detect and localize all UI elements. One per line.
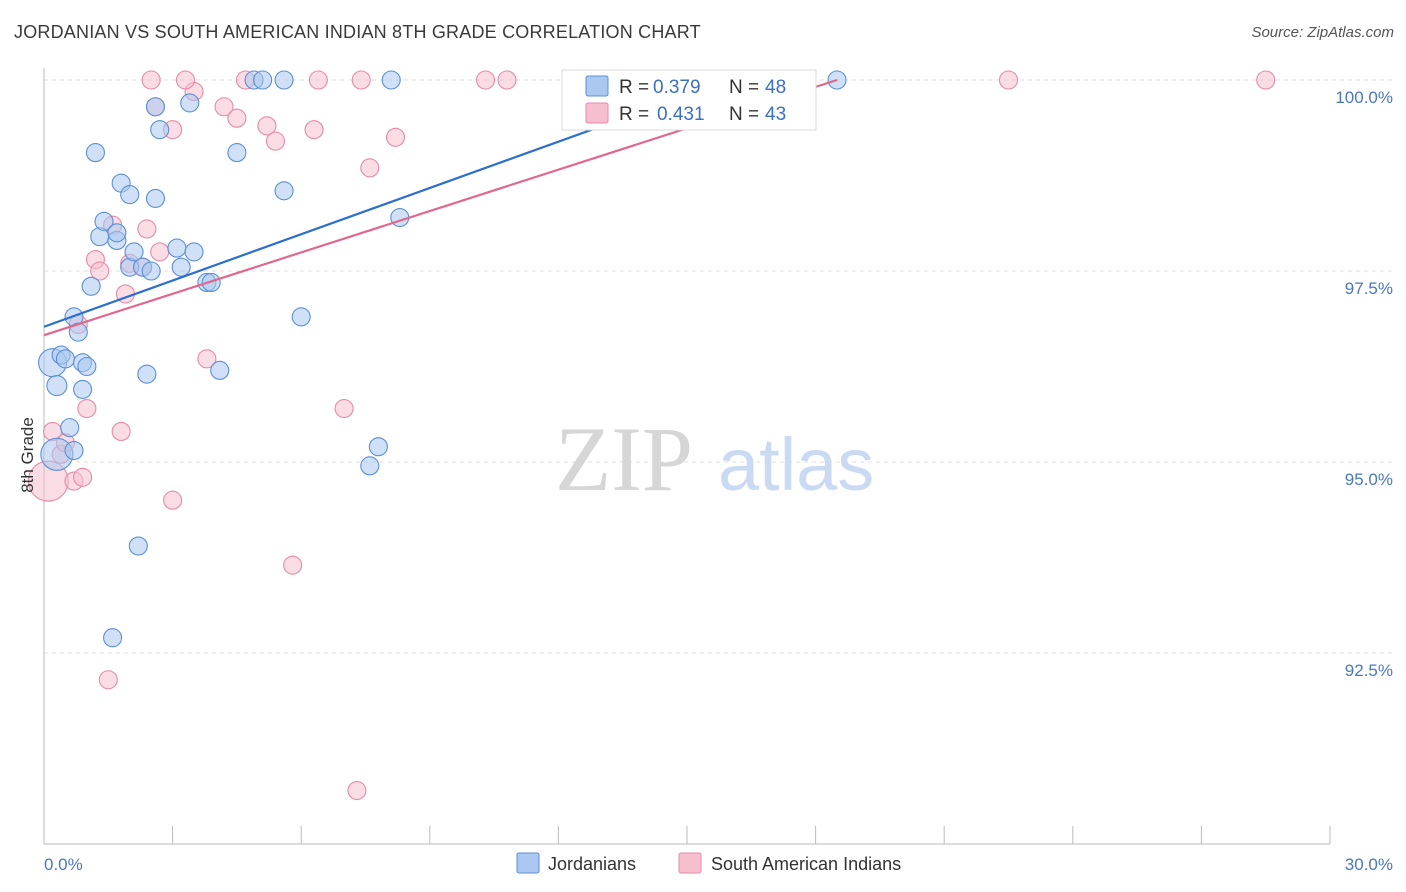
point-south-american-indians: [150, 242, 170, 262]
legend-n-value-1: 48: [765, 77, 786, 98]
point-jordanians: [381, 70, 401, 90]
point-south-american-indians: [175, 70, 196, 90]
point-south-american-indians: [360, 158, 380, 178]
point-jordanians: [360, 456, 380, 476]
bottom-legend-swatch-sai: [678, 852, 702, 874]
point-jordanians: [180, 93, 200, 113]
legend-swatch-jordanians: [585, 75, 609, 97]
point-jordanians: [107, 223, 127, 243]
x-tick-label-max: 30.0%: [1345, 855, 1393, 874]
point-jordanians: [85, 143, 105, 163]
x-tick-label-min: 0.0%: [44, 855, 83, 874]
point-south-american-indians: [497, 70, 517, 90]
chart-title: JORDANIAN VS SOUTH AMERICAN INDIAN 8TH G…: [14, 22, 701, 42]
point-south-american-indians: [1256, 70, 1276, 90]
point-jordanians: [253, 70, 273, 90]
point-jordanians: [368, 437, 388, 457]
point-jordanians: [124, 242, 144, 262]
point-south-american-indians: [141, 70, 161, 90]
point-jordanians: [167, 238, 187, 258]
point-jordanians: [145, 97, 166, 117]
point-south-american-indians: [257, 116, 277, 136]
point-south-american-indians: [304, 120, 324, 140]
point-jordanians: [145, 188, 166, 208]
point-south-american-indians: [385, 127, 406, 147]
point-jordanians: [184, 242, 204, 262]
point-jordanians: [128, 536, 148, 556]
point-south-american-indians: [351, 70, 371, 90]
x-tick-labels: 0.0% 30.0%: [44, 855, 1393, 874]
point-south-american-indians: [214, 97, 234, 117]
point-jordanians: [94, 211, 114, 231]
series-south-american-indians: [27, 70, 1276, 801]
bottom-legend: Jordanians South American Indians: [516, 852, 901, 874]
point-south-american-indians: [73, 467, 93, 487]
point-jordanians: [227, 143, 247, 163]
point-south-american-indians: [308, 70, 328, 90]
point-jordanians: [64, 440, 84, 461]
point-jordanians: [150, 120, 170, 140]
y-tick-label: 97.5%: [1345, 279, 1393, 298]
point-jordanians: [210, 360, 230, 380]
point-jordanians: [274, 70, 294, 90]
watermark-zip: ZIP: [555, 408, 693, 510]
point-south-american-indians: [998, 70, 1019, 90]
watermark-atlas: atlas: [718, 423, 874, 506]
legend-r-label-2: R =: [619, 104, 649, 125]
legend-r-label-1: R =: [619, 77, 649, 98]
y-tick-label: 95.0%: [1345, 470, 1393, 489]
point-jordanians: [77, 356, 97, 377]
legend-n-value-2: 43: [765, 104, 786, 125]
point-jordanians: [103, 628, 123, 648]
grid-lines: [44, 79, 1395, 654]
point-jordanians: [73, 379, 93, 399]
point-jordanians: [120, 185, 140, 205]
y-tick-labels: 92.5% 95.0% 97.5% 100.0%: [1335, 88, 1393, 680]
point-south-american-indians: [475, 70, 496, 90]
point-south-american-indians: [98, 670, 118, 690]
legend-r-value-2: 0.431: [657, 104, 705, 125]
point-south-american-indians: [77, 398, 97, 419]
legend-n-label-2: N =: [729, 104, 759, 125]
point-south-american-indians: [197, 349, 217, 369]
point-south-american-indians: [90, 261, 110, 281]
point-south-american-indians: [163, 490, 183, 510]
point-south-american-indians: [227, 108, 247, 128]
point-jordanians: [171, 257, 191, 277]
legend-box: R = 0.379 N = 48 R = 0.431 N = 43: [561, 69, 817, 131]
source-label: Source: ZipAtlas.com: [1251, 24, 1394, 41]
legend-swatch-sai: [585, 102, 609, 124]
point-jordanians: [141, 261, 161, 281]
point-jordanians: [137, 364, 157, 384]
point-south-american-indians: [334, 398, 354, 419]
bottom-legend-jordanians: Jordanians: [548, 854, 636, 874]
point-south-american-indians: [265, 131, 286, 151]
bottom-legend-swatch-jordanians: [516, 852, 540, 874]
y-axis-title: 8th Grade: [18, 417, 37, 493]
point-jordanians: [81, 276, 101, 296]
point-south-american-indians: [111, 421, 131, 441]
point-jordanians: [291, 307, 311, 327]
bottom-legend-sai: South American Indians: [711, 854, 901, 874]
point-south-american-indians: [347, 780, 367, 801]
y-tick-label: 92.5%: [1345, 661, 1393, 680]
point-south-american-indians: [283, 555, 303, 575]
legend-n-label-1: N =: [729, 77, 759, 98]
point-jordanians: [46, 375, 68, 397]
point-jordanians: [55, 349, 75, 369]
y-tick-label: 100.0%: [1335, 88, 1393, 107]
series-jordanians: [38, 70, 847, 648]
watermark: ZIP atlas: [555, 408, 874, 510]
point-south-american-indians: [137, 219, 157, 239]
legend-r-value-1: 0.379: [653, 77, 701, 98]
point-jordanians: [274, 181, 294, 201]
point-jordanians: [60, 418, 80, 438]
